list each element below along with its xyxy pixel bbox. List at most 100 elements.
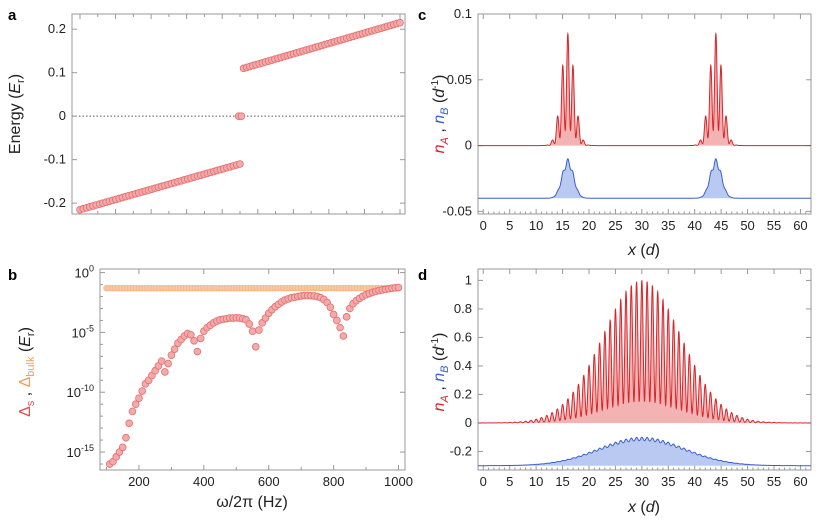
panel-a-ytick-label: 0	[59, 108, 66, 123]
panel-b-edge-point	[326, 303, 335, 312]
panel-b-edge-point	[161, 368, 169, 376]
panel-d-ytick-label: 0.4	[454, 358, 472, 373]
panel-c-ytick-label: 0	[465, 138, 472, 153]
panel-d-frame	[477, 268, 812, 471]
panel-b-ytick-label: 100	[75, 264, 94, 281]
panel-b-edge-point	[342, 313, 351, 321]
panel-c-xtick-label: 5	[506, 218, 513, 233]
panel-b-edge-point	[329, 310, 338, 319]
panel-b-ticks: 200 400 600 800 1000 100 10-5 10-10 10-15	[67, 264, 413, 489]
panel-a-energy-chart: -0.2 -0.1 0 0.1 0.2 Energy (Er)	[7, 13, 406, 215]
panel-a-point	[237, 112, 246, 120]
panel-a-ytick-label: 0.2	[48, 21, 66, 36]
panel-c-xtick-label: 0	[480, 218, 487, 233]
panel-d-nA-line	[478, 280, 811, 424]
panel-d-curves	[478, 280, 811, 467]
panel-b-edge-point	[187, 331, 195, 339]
panel-d-xtick-label: 15	[555, 474, 569, 489]
panel-b-frame	[99, 268, 406, 471]
panel-c-xtick-label: 25	[608, 218, 622, 233]
panel-d-xtick-label: 35	[661, 474, 675, 489]
panel-d-ytick-label: 1	[465, 272, 472, 287]
panel-d-ytick-label: 0.2	[454, 386, 472, 401]
panel-d-xtick-label: 45	[714, 474, 728, 489]
panel-label-a: a	[8, 7, 17, 24]
panel-c-frame	[477, 13, 812, 215]
panel-c-xtick-label: 50	[740, 218, 754, 233]
panel-d-xtick-label: 40	[687, 474, 701, 489]
panel-d-ticks: 0 5 10 15 20 25 30 35 40 45 50 55 60 -0.2 0 0.2 0.4 0.6 0.…	[450, 269, 811, 489]
panel-b-edge-point	[193, 347, 202, 356]
panel-b-edge-point	[333, 316, 341, 325]
panel-d-ytick-label: 0.6	[454, 329, 472, 344]
panel-c-nB-line	[478, 158, 811, 199]
panel-c-nA-fill	[478, 33, 811, 146]
panel-a-y-label: Energy (Er)	[7, 74, 27, 154]
panel-b-ytick-label: 10-15	[67, 443, 94, 460]
panel-b-edge-point	[339, 332, 348, 340]
panel-c-ytick-label: 0.1	[454, 6, 472, 21]
panel-a-ytick-label: -0.1	[44, 152, 66, 167]
panel-d-xtick-label: 0	[480, 474, 487, 489]
panel-b-xtick-label: 1000	[384, 474, 413, 489]
panel-d-xtick-label: 5	[506, 474, 513, 489]
panel-b-edge-point	[336, 323, 344, 332]
panel-a-point	[396, 18, 404, 27]
panel-d-xtick-label: 10	[529, 474, 543, 489]
panel-c-xtick-label: 60	[793, 218, 807, 233]
panel-b-xtick-label: 800	[323, 474, 345, 489]
panel-d-xtick-label: 55	[767, 474, 781, 489]
panel-d-nB-line	[478, 436, 811, 467]
panel-c-nA-line	[478, 31, 811, 147]
panel-c-xtick-label: 10	[529, 218, 543, 233]
panel-c-ticks: 0 5 10 15 20 25 30 35 40 45 50 55 60 -0.05 0 0.05 0.1	[442, 6, 811, 233]
panel-c-xtick-label: 30	[635, 218, 649, 233]
panel-b-xtick-label: 400	[193, 474, 215, 489]
panel-b-edge-point	[128, 407, 137, 416]
panel-b-edge-point	[251, 342, 260, 351]
panel-d-ytick-label: -0.2	[450, 443, 472, 458]
panel-b-xtick-label: 200	[128, 474, 150, 489]
panel-label-c: c	[418, 7, 426, 24]
panel-d-xtick-label: 25	[608, 474, 622, 489]
panel-c-xtick-label: 40	[687, 218, 701, 233]
panel-c-x-label: x (d)	[627, 242, 660, 259]
panel-c-xtick-label: 55	[767, 218, 781, 233]
panel-b-edge-point	[196, 334, 205, 343]
panel-a-frame	[71, 13, 406, 215]
panel-d-nB-fill	[478, 437, 811, 466]
panel-b-edge-point	[245, 320, 254, 328]
panel-c-xtick-label: 35	[661, 218, 675, 233]
panel-d-density-chart: 0 5 10 15 20 25 30 35 40 45 50 55 60 -0.2 0 0.2 0.4 0.6 0.…	[430, 268, 812, 516]
panel-b-edge-point	[255, 326, 263, 334]
panel-d-xtick-label: 60	[793, 474, 807, 489]
panel-c-ytick-label: 0.05	[447, 72, 472, 87]
panel-b-x-label: ω/2π (Hz)	[216, 494, 288, 511]
panel-c-xtick-label: 45	[714, 218, 728, 233]
panel-d-xtick-label: 50	[740, 474, 754, 489]
panel-b-edge-point	[167, 351, 176, 359]
panel-c-y-label: nA , nB (d-1)	[430, 75, 451, 154]
panel-d-ytick-label: 0.8	[454, 301, 472, 316]
panel-b-xtick-label: 600	[258, 474, 280, 489]
panel-b-edge-point	[394, 283, 403, 292]
panel-b-y-label: Δs , Δbulk (Er)	[17, 327, 37, 417]
panel-b-edge-point	[131, 400, 140, 408]
panel-d-xtick-label: 30	[635, 474, 649, 489]
panel-b-gap-chart: 200 400 600 800 1000 100 10-5 10-10 10-15 Δs , Δ…	[17, 264, 413, 511]
panel-b-ytick-label: 10-10	[67, 383, 94, 400]
panel-b-edge-point	[190, 336, 198, 345]
panel-b-edge-point	[170, 345, 179, 353]
panel-c-nB-fill	[478, 158, 811, 199]
panel-a-ytick-label: -0.2	[44, 195, 66, 210]
panel-d-ytick-label: 0	[465, 415, 472, 430]
panel-b-ytick-label: 10-5	[72, 323, 94, 340]
panel-b-edge-point	[125, 419, 134, 428]
panel-a-points	[76, 18, 404, 214]
panel-label-d: d	[418, 267, 427, 284]
panel-b-edge-point	[118, 443, 127, 452]
panel-a-point	[236, 160, 244, 168]
panel-c-xtick-label: 20	[582, 218, 596, 233]
panel-b-edge-point	[164, 359, 172, 368]
